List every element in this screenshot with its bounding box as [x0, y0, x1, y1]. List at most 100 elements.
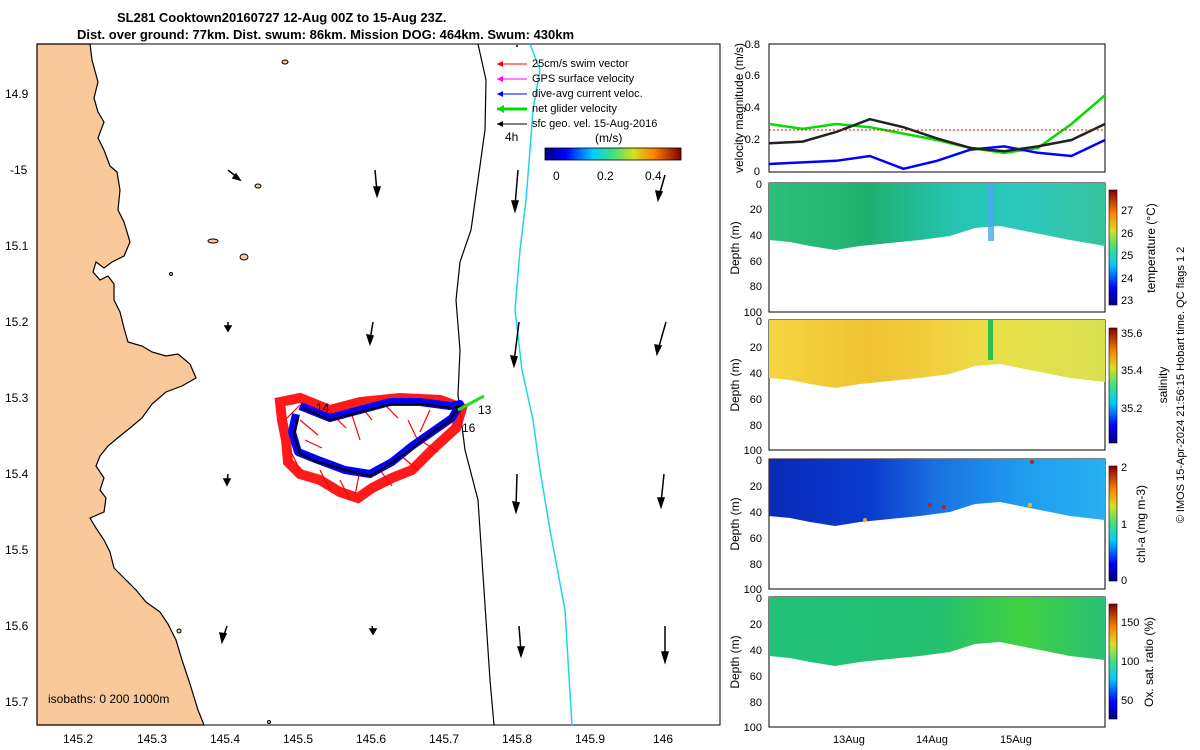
cbar-tick: 35.2 [1121, 403, 1142, 415]
cbar-tick: 26 [1121, 228, 1133, 240]
map-lon-ticks: 145.2 145.3 145.4 145.5 145.6 145.7 145.… [63, 732, 673, 746]
vel-ytick: 0.8 [745, 39, 760, 51]
depth-tick: 60 [750, 394, 762, 406]
depth-tick: 60 [750, 671, 762, 683]
lat-tick: 15.1 [5, 239, 29, 253]
isobaths-label: isobaths: 0 200 1000m [48, 692, 169, 706]
title-line2: Dist. over ground: 77km. Dist. swum: 86k… [77, 27, 575, 42]
lat-tick: 15.6 [5, 619, 29, 633]
depth-tick: 20 [750, 481, 762, 493]
vel-ytick: 0.6 [745, 70, 760, 82]
cbar-tick: 35.6 [1121, 328, 1142, 340]
vel-ylabel: velocity magnitude (m/s) [732, 43, 746, 173]
depth-tick: 100 [744, 722, 762, 734]
cbar-tick: 25 [1121, 250, 1133, 262]
depth-label: Depth (m) [728, 497, 742, 550]
isobath-1000 [514, 43, 573, 726]
point-label: 16 [462, 421, 476, 435]
map-legend: 25cm/s swim vector GPS surface velocity … [497, 58, 657, 145]
cbar-tick: 0 [1121, 575, 1127, 587]
lat-tick: 15.4 [5, 467, 29, 481]
depth-tick: 0 [756, 316, 762, 328]
credit: © IMOS 15-Apr-2024 21:56:15 Hobart time.… [1175, 247, 1187, 524]
depth-tick: 20 [750, 342, 762, 354]
lon-tick: 145.5 [283, 732, 313, 746]
cbar-tick: 27 [1121, 205, 1133, 217]
lat-tick: 15.7 [5, 695, 29, 709]
cbar-tick: 2 [1121, 462, 1127, 474]
coastline-land [36, 43, 205, 726]
isobath-200 [455, 43, 495, 726]
time-tick: 15Aug [1000, 734, 1032, 746]
depth-tick: 0 [756, 455, 762, 467]
velocity-panel: 0 0.2 0.4 0.6 0.8 velocity magnitude (m/… [732, 39, 1106, 178]
depth-label: Depth (m) [728, 358, 742, 411]
cbar-tick: 24 [1121, 273, 1133, 285]
lon-tick: 145.4 [210, 732, 240, 746]
colorbar-tick: 0.4 [645, 169, 662, 183]
depth-tick: 60 [750, 533, 762, 545]
colorbar-tick: 0 [553, 169, 560, 183]
depth-tick: 60 [750, 256, 762, 268]
lon-tick: 145.3 [137, 732, 167, 746]
lat-tick: 15.3 [5, 391, 29, 405]
colorbar-label: (m/s) [595, 131, 622, 145]
cbar-tick: 50 [1121, 695, 1133, 707]
depth-tick: 40 [750, 368, 762, 380]
legend-dive-avg: dive-avg current veloc. [532, 88, 643, 100]
depth-tick: 20 [750, 204, 762, 216]
vel-ytick: 0 [754, 166, 760, 178]
islands [169, 59, 289, 724]
map-colorbar [544, 147, 682, 161]
lat-tick: 14.9 [5, 87, 29, 101]
depth-tick: 100 [744, 307, 762, 319]
cbar-tick: 100 [1121, 656, 1139, 668]
velocity-series [768, 94, 1106, 171]
time-tick: 14Aug [916, 734, 948, 746]
sfc-geo-velocity-arrows [219, 45, 670, 665]
section-axes: 0 20 40 60 80 100 Depth (m) 27 26 25 24 … [728, 179, 1170, 746]
depth-tick: 0 [756, 593, 762, 605]
legend-net: net glider velocity [532, 103, 617, 115]
depth-label: Depth (m) [728, 221, 742, 274]
glider-track [292, 403, 463, 478]
legend-gps: GPS surface velocity [532, 73, 635, 85]
map-lat-ticks: 14.9 -15 15.1 15.2 15.3 15.4 15.5 15.6 1… [5, 87, 29, 709]
depth-tick: 0 [756, 179, 762, 191]
net-glider-velocity [457, 394, 485, 412]
lon-tick: 145.9 [575, 732, 605, 746]
lat-tick: -15 [10, 163, 28, 177]
depth-tick: 40 [750, 230, 762, 242]
depth-tick: 80 [750, 559, 762, 571]
point-label: 14 [316, 401, 330, 415]
velocity-line [768, 94, 1106, 155]
depth-tick: 40 [750, 507, 762, 519]
time-label: 4h [505, 130, 518, 144]
velocity-line [768, 138, 1106, 171]
lat-tick: 15.5 [5, 543, 29, 557]
cbar-label: temperature (°C) [1144, 203, 1158, 293]
depth-label: Depth (m) [728, 635, 742, 688]
cbar-label: salinity [1156, 367, 1170, 404]
section-salinity [768, 319, 1118, 451]
vel-ytick: 0.4 [745, 102, 760, 114]
colorbar-tick: 0.2 [597, 169, 614, 183]
depth-tick: 100 [744, 584, 762, 596]
velocity-line [768, 117, 1106, 153]
depth-tick: 80 [750, 697, 762, 709]
lat-tick: 15.2 [5, 315, 29, 329]
section-temperature [768, 182, 1118, 313]
cbar-label: Ox. sat. ratio (%) [1142, 617, 1156, 707]
lon-tick: 145.7 [429, 732, 459, 746]
vel-ytick: 0.2 [745, 134, 760, 146]
depth-tick: 80 [750, 420, 762, 432]
cbar-tick: 1 [1121, 519, 1127, 531]
point-label: 13 [478, 403, 492, 417]
lon-tick: 145.2 [63, 732, 93, 746]
time-tick: 13Aug [833, 734, 865, 746]
section-oxsat [768, 596, 1118, 728]
lon-tick: 145.6 [356, 732, 386, 746]
section-chla [768, 458, 1118, 590]
cbar-tick: 23 [1121, 295, 1133, 307]
cbar-tick: 150 [1121, 617, 1139, 629]
